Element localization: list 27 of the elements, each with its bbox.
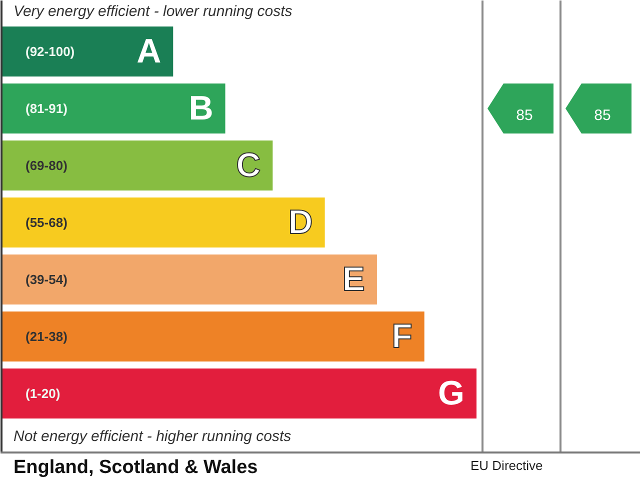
text: EU Directive: [470, 458, 543, 473]
bar: [2, 140, 273, 190]
annotation: (55-68): [26, 215, 68, 230]
bar: [2, 254, 377, 304]
text: 85: [516, 107, 533, 124]
text: England, Scotland & Wales: [14, 457, 258, 478]
y-tick-label: B: [188, 90, 214, 128]
y-tick-label: G: [438, 374, 465, 412]
bar: [2, 198, 325, 248]
y-tick-label: F: [392, 318, 412, 356]
bar: [2, 312, 424, 362]
bar: [2, 368, 476, 418]
y-tick-label: A: [136, 32, 162, 70]
annotation: (81-91): [26, 101, 68, 116]
annotation: (1-20): [26, 386, 60, 401]
annotation: Very energy efficient - lower running costs: [14, 3, 293, 20]
annotation: Not energy efficient - higher running costs: [14, 428, 292, 445]
annotation: (92-100): [26, 44, 75, 59]
bar: [2, 84, 226, 134]
y-tick-label: C: [236, 146, 261, 184]
bar: [2, 26, 174, 76]
y-tick-label: D: [288, 204, 313, 242]
text: 85: [594, 107, 611, 124]
annotation: (69-80): [26, 158, 68, 173]
annotation: (39-54): [26, 272, 68, 287]
y-tick-label: E: [342, 260, 365, 298]
annotation: (21-38): [26, 329, 68, 344]
